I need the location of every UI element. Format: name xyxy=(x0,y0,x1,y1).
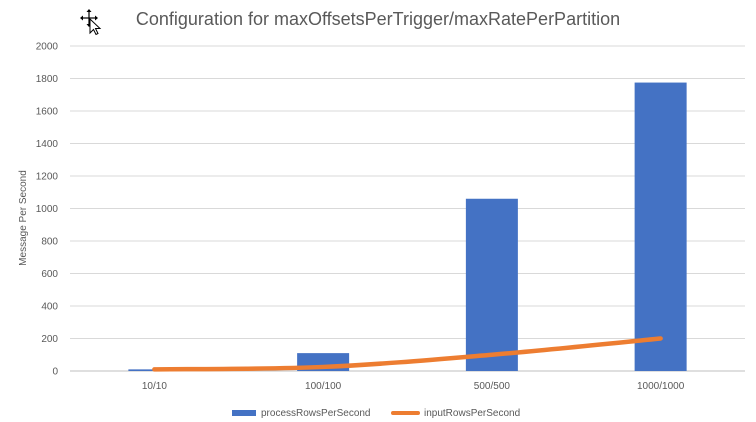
x-tick-label: 1000/1000 xyxy=(637,381,685,392)
y-tick-label: 0 xyxy=(52,367,58,378)
bar xyxy=(465,198,518,371)
x-tick-label: 10/10 xyxy=(142,381,167,392)
y-tick-label: 1400 xyxy=(36,139,59,150)
legend-label-input: inputRowsPerSecond xyxy=(424,408,520,419)
y-tick-label: 1600 xyxy=(36,107,59,118)
line-path xyxy=(152,336,663,372)
y-tick-label: 200 xyxy=(41,334,58,345)
move-cursor-icon xyxy=(80,9,102,36)
y-tick-label: 600 xyxy=(41,269,58,280)
line-series xyxy=(152,336,663,372)
y-tick-label: 1000 xyxy=(36,204,59,215)
legend-label-process: processRowsPerSecond xyxy=(261,408,371,419)
chart-title: Configuration for maxOffsetsPerTrigger/m… xyxy=(136,9,620,29)
y-tick-label: 400 xyxy=(41,302,58,313)
y-tick-labels: 0 200 400 600 800 1000 1200 1400 1600 1800 2000 xyxy=(36,42,59,378)
y-tick-label: 800 xyxy=(41,237,58,248)
legend-swatch-process xyxy=(232,410,256,416)
legend: processRowsPerSecond inputRowsPerSecond xyxy=(232,408,520,419)
x-tick-label: 100/100 xyxy=(305,381,342,392)
bar xyxy=(634,82,687,371)
x-tick-label: 500/500 xyxy=(474,381,511,392)
y-axis-label: Message Per Second xyxy=(18,170,29,266)
y-tick-label: 1800 xyxy=(36,74,59,85)
x-tick-labels: 10/10 100/100 500/500 1000/1000 xyxy=(142,381,685,392)
y-tick-label: 1200 xyxy=(36,172,59,183)
gridlines xyxy=(70,45,745,372)
y-tick-label: 2000 xyxy=(36,42,59,53)
bar-series xyxy=(128,82,687,371)
